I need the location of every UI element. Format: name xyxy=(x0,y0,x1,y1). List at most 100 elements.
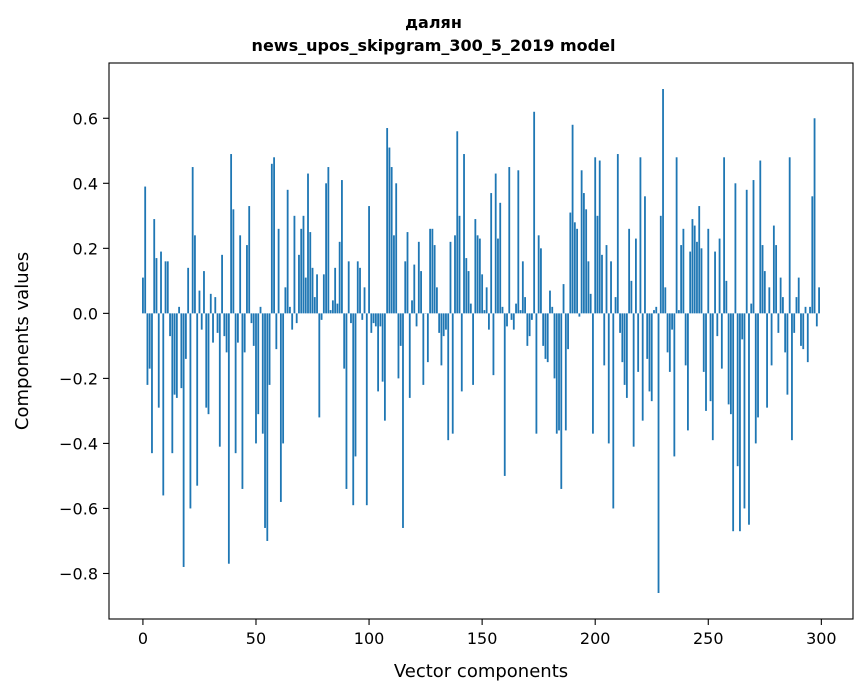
bar xyxy=(320,313,323,320)
bar xyxy=(223,313,226,337)
bar xyxy=(291,313,294,330)
bar xyxy=(684,313,687,366)
bar xyxy=(162,313,165,496)
bar xyxy=(723,157,726,314)
bar xyxy=(598,160,601,314)
bar xyxy=(313,297,316,314)
bar xyxy=(284,287,287,314)
bar xyxy=(766,313,768,408)
bar xyxy=(397,313,400,379)
bar xyxy=(331,300,334,314)
y-tick-label: 0.4 xyxy=(73,174,98,193)
bar xyxy=(293,215,296,314)
bar xyxy=(377,313,380,392)
bar xyxy=(671,313,673,330)
bar xyxy=(336,303,339,314)
bar xyxy=(483,310,486,314)
bar xyxy=(200,313,203,330)
bar xyxy=(696,241,698,314)
bar xyxy=(553,313,556,379)
bar xyxy=(639,157,642,314)
bar xyxy=(246,245,248,314)
bar xyxy=(359,267,361,314)
bar xyxy=(815,313,818,327)
bar xyxy=(241,313,244,489)
bar xyxy=(770,313,773,366)
bar xyxy=(546,313,549,363)
bar xyxy=(524,297,526,314)
bar xyxy=(750,303,753,314)
bar xyxy=(558,313,560,431)
bar xyxy=(327,167,330,314)
bar xyxy=(687,313,689,431)
bar xyxy=(691,219,694,314)
bar xyxy=(474,219,477,314)
y-tick-label: 0.0 xyxy=(73,304,98,323)
bar xyxy=(781,297,784,314)
bar xyxy=(709,313,712,402)
bar xyxy=(757,313,759,418)
bar xyxy=(268,313,271,385)
bar xyxy=(510,313,513,320)
bar xyxy=(530,313,533,320)
bar xyxy=(230,154,233,314)
bar xyxy=(275,313,278,350)
bar xyxy=(270,163,273,314)
bar xyxy=(526,313,529,346)
bar xyxy=(519,310,522,314)
bar xyxy=(818,287,820,314)
bar xyxy=(605,245,608,314)
bar xyxy=(582,193,585,314)
bar xyxy=(404,261,407,314)
bar xyxy=(309,232,312,314)
bar xyxy=(490,193,493,314)
bar xyxy=(442,313,445,337)
x-axis-ticks: 0 50 100 150 200 250 300 xyxy=(138,619,837,648)
bar xyxy=(673,313,676,457)
bar xyxy=(264,313,266,528)
bar xyxy=(763,271,766,314)
bar xyxy=(788,157,791,314)
bar xyxy=(743,313,746,509)
bar xyxy=(662,89,664,314)
bar xyxy=(243,313,246,353)
bar xyxy=(393,235,395,314)
bar xyxy=(433,245,436,314)
bar xyxy=(261,313,264,434)
bar xyxy=(542,313,545,346)
bar xyxy=(187,267,190,314)
bar xyxy=(352,313,355,506)
bar xyxy=(677,310,680,314)
bar xyxy=(451,313,454,434)
bar xyxy=(155,258,158,314)
bar xyxy=(237,313,239,343)
bar xyxy=(748,313,750,525)
bar xyxy=(589,293,592,314)
bar xyxy=(549,290,551,314)
bar xyxy=(655,306,658,314)
bar xyxy=(802,313,805,350)
bar xyxy=(196,313,199,486)
bar xyxy=(436,287,438,314)
bar xyxy=(289,306,291,314)
bar xyxy=(804,306,807,314)
bar xyxy=(515,303,517,314)
bar xyxy=(189,313,192,509)
bar xyxy=(729,313,732,415)
bar xyxy=(399,313,402,346)
bar xyxy=(492,313,495,376)
bar xyxy=(689,251,692,314)
bar xyxy=(354,313,357,457)
bar xyxy=(809,306,811,314)
bar xyxy=(614,297,617,314)
bar xyxy=(415,313,418,327)
bar xyxy=(449,241,452,314)
bar xyxy=(411,300,413,314)
bar xyxy=(232,209,235,314)
bar xyxy=(576,228,579,314)
bar xyxy=(381,313,384,382)
bar xyxy=(248,206,251,314)
bar xyxy=(811,196,814,314)
x-tick-label: 150 xyxy=(467,629,498,648)
